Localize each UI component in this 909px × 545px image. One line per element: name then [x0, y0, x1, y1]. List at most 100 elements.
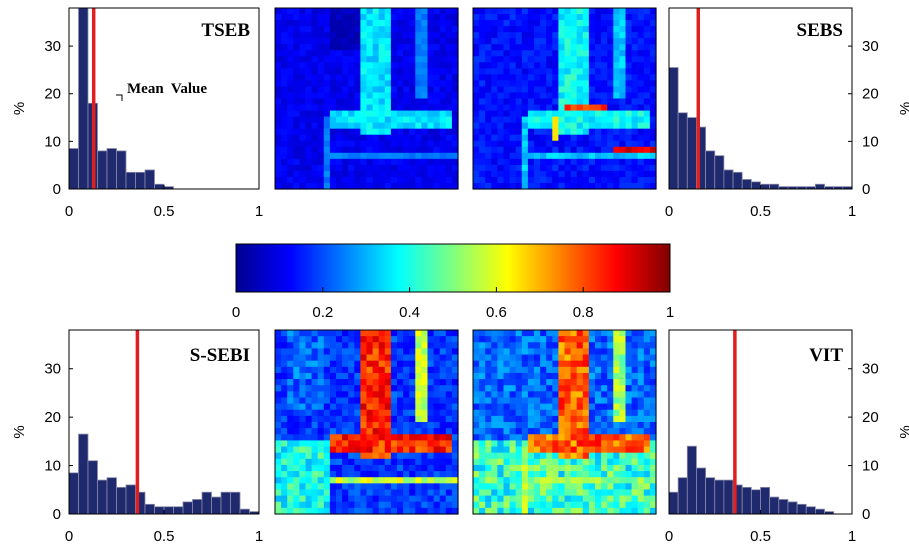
- map-cell: [439, 434, 447, 441]
- map-cell: [311, 122, 319, 130]
- map-cell: [607, 348, 614, 356]
- map-cell: [390, 110, 398, 118]
- map-cell: [595, 44, 602, 51]
- map-cell: [588, 489, 596, 497]
- map-cell: [378, 182, 386, 190]
- map-cell: [546, 170, 553, 178]
- map-cell: [607, 104, 614, 112]
- map-cell: [409, 140, 416, 148]
- map-cell: [503, 8, 511, 15]
- map-cell: [509, 391, 517, 399]
- map-cell: [336, 8, 343, 15]
- map-cell: [451, 164, 459, 172]
- map-cell: [479, 128, 486, 136]
- map-cell: [515, 8, 523, 15]
- map-cell: [527, 74, 535, 81]
- map-cell: [323, 360, 331, 368]
- map-cell: [366, 336, 374, 343]
- map-top-2: [472, 7, 657, 190]
- map-cell: [479, 110, 486, 118]
- y-axis-label: %: [897, 102, 909, 115]
- map-cell: [582, 360, 590, 368]
- map-cell: [515, 495, 523, 503]
- map-cell: [451, 434, 459, 441]
- map-cell: [360, 471, 368, 478]
- map-cell: [384, 495, 392, 503]
- map-cell: [643, 342, 651, 349]
- map-cell: [564, 379, 572, 386]
- map-cell: [534, 483, 541, 491]
- map-cell: [601, 98, 608, 106]
- map-cell: [631, 507, 639, 515]
- map-cell: [570, 140, 578, 148]
- map-cell: [509, 26, 517, 33]
- map-cell: [613, 152, 620, 160]
- map-cell: [643, 104, 651, 112]
- map-cell: [491, 440, 498, 448]
- map-cell: [366, 372, 374, 380]
- map-cell: [329, 170, 337, 178]
- map-cell: [491, 452, 498, 460]
- map-cell: [576, 495, 584, 503]
- map-cell: [527, 366, 535, 374]
- map-cell: [631, 360, 639, 368]
- map-cell: [588, 391, 596, 399]
- map-cell: [521, 464, 529, 472]
- map-cell: [354, 452, 361, 460]
- map-cell: [607, 80, 614, 88]
- map-cell: [366, 403, 374, 411]
- map-cell: [451, 68, 459, 75]
- panel-title: SEBS: [797, 20, 843, 41]
- map-cell: [451, 483, 459, 491]
- map-cell: [445, 62, 453, 69]
- map-cell: [354, 440, 361, 448]
- map-cell: [433, 342, 441, 349]
- map-cell: [497, 62, 505, 69]
- map-cell: [479, 92, 486, 100]
- map-cell: [613, 20, 620, 27]
- map-cell: [439, 507, 447, 515]
- map-cell: [509, 164, 517, 172]
- map-cell: [275, 397, 282, 405]
- map-cell: [445, 342, 453, 349]
- map-cell: [473, 336, 480, 343]
- map-cell: [527, 501, 535, 509]
- map-cell: [619, 336, 627, 343]
- map-cell: [378, 74, 386, 81]
- map-cell: [485, 56, 492, 63]
- map-cell: [317, 336, 325, 343]
- map-cell: [281, 32, 288, 39]
- map-cell: [637, 330, 645, 337]
- map-cell: [619, 507, 627, 515]
- map-cell: [360, 56, 368, 63]
- map-cell: [384, 471, 392, 478]
- map-cell: [588, 495, 596, 503]
- map-cell: [601, 464, 608, 472]
- map-cell: [607, 38, 614, 45]
- map-cell: [479, 446, 486, 454]
- map-cell: [354, 428, 361, 435]
- map-cell: [564, 158, 572, 166]
- map-cell: [473, 98, 480, 106]
- map-cell: [607, 134, 614, 142]
- map-cell: [546, 116, 553, 124]
- histogram-bar: [87, 460, 98, 514]
- map-cell: [527, 122, 535, 130]
- map-cell: [595, 501, 602, 509]
- map-cell: [397, 116, 404, 124]
- map-cell: [546, 452, 553, 460]
- map-cell: [473, 140, 480, 148]
- map-cell: [515, 385, 523, 392]
- map-cell: [275, 391, 282, 399]
- map-cell: [509, 385, 517, 392]
- map-cell: [613, 56, 620, 63]
- map-cell: [643, 110, 651, 118]
- map-cell: [497, 170, 505, 178]
- map-cell: [421, 458, 429, 466]
- map-cell: [445, 50, 453, 57]
- map-cell: [588, 170, 596, 178]
- map-cell: [570, 134, 578, 142]
- map-cell: [570, 62, 578, 69]
- map-cell: [546, 62, 553, 69]
- map-cell: [515, 446, 523, 454]
